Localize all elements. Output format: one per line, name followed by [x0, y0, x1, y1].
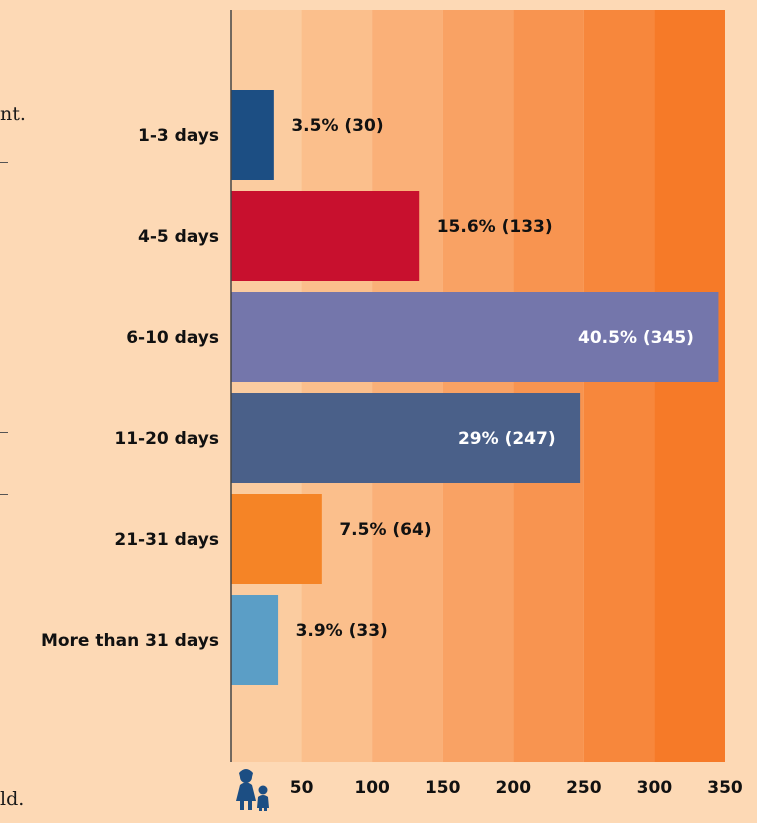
left-text-fragment-top: nt.	[0, 103, 26, 125]
value-label: 15.6% (133)	[437, 217, 553, 237]
background-band	[442, 10, 514, 762]
bar	[231, 191, 420, 281]
category-label: More than 31 days	[41, 631, 219, 651]
category-labels: 1-3 days 4-5 days 6-10 days 11-20 days 21-31…	[41, 126, 219, 651]
category-label: 21-31 days	[114, 530, 219, 550]
background-band	[654, 10, 725, 762]
x-tick-labels: 50 100 150 200 250 300 350	[290, 778, 743, 798]
category-label: 4-5 days	[138, 227, 219, 247]
x-tick-label: 150	[425, 778, 461, 798]
background-band	[372, 10, 443, 762]
x-tick-label: 50	[290, 778, 314, 798]
x-tick-label: 250	[566, 778, 602, 798]
value-labels: 3.5% (30) 15.6% (133) 40.5% (345) 29% (247)…	[291, 116, 694, 641]
value-label: 3.9% (33)	[296, 621, 388, 641]
x-tick-label: 350	[707, 778, 743, 798]
bar	[231, 595, 279, 685]
value-label: 40.5% (345)	[578, 328, 694, 348]
bar	[231, 494, 322, 584]
bar	[231, 90, 274, 180]
value-label: 7.5% (64)	[339, 520, 431, 540]
x-tick-label: 200	[496, 778, 532, 798]
left-text-fragment-bottom: ld.	[0, 788, 25, 810]
bar	[231, 393, 581, 483]
left-divider-lower	[0, 494, 8, 495]
background-band	[513, 10, 584, 762]
x-tick-label: 300	[637, 778, 673, 798]
category-label: 1-3 days	[138, 126, 219, 146]
background-band	[301, 10, 373, 762]
left-divider-middle	[0, 432, 8, 433]
mother-child-icon	[236, 769, 269, 811]
background-band	[583, 10, 655, 762]
category-label: 11-20 days	[114, 429, 219, 449]
value-label: 3.5% (30)	[291, 116, 383, 136]
value-label: 29% (247)	[458, 429, 556, 449]
x-tick-label: 100	[354, 778, 390, 798]
bar	[231, 292, 719, 382]
left-divider-top	[0, 162, 8, 163]
category-label: 6-10 days	[126, 328, 219, 348]
bars	[231, 90, 719, 685]
